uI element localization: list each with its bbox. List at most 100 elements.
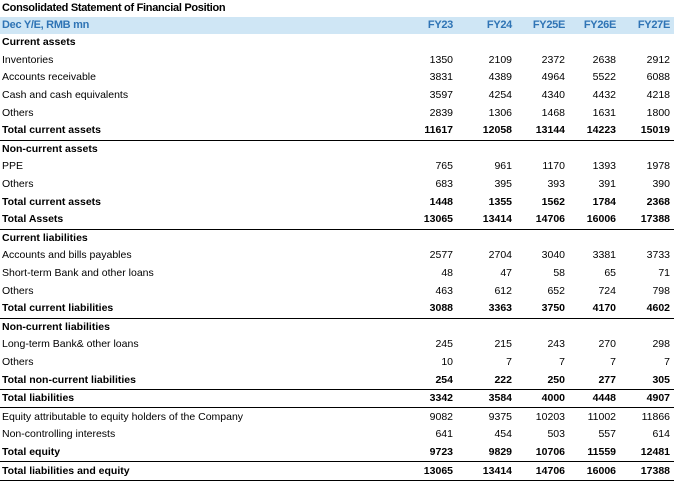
section-header-row: Non-current assets	[0, 140, 674, 158]
cell-fy27e: 4907	[616, 389, 674, 409]
cell-fy23: 13065	[405, 461, 453, 481]
row-label: PPE	[2, 160, 24, 173]
cell-fy26e: 4170	[565, 299, 616, 319]
cell-fy23	[405, 140, 453, 158]
cell-fy26e: 7	[610, 355, 616, 368]
cell-fy23: 245	[435, 338, 453, 351]
cell-fy26e: 270	[598, 338, 616, 351]
cell-fy26e	[565, 229, 616, 247]
cell-fy27e: 4218	[646, 89, 670, 102]
cell-fy24	[453, 34, 512, 52]
cell-fy23	[405, 318, 453, 336]
header-fy26e: FY26E	[565, 17, 616, 34]
cell-fy27e: 6088	[646, 71, 670, 84]
cell-fy24: 13414	[453, 461, 512, 481]
cell-fy23: 641	[435, 428, 453, 441]
total-row: Total liabilities 3342 3584 4000 4448 4907	[0, 389, 674, 409]
header-label: Dec Y/E, RMB mn	[0, 17, 405, 34]
cell-fy25e: 393	[547, 178, 565, 191]
row-label: Accounts and bills payables	[2, 249, 132, 262]
cell-fy26e: 16006	[565, 461, 616, 481]
cell-fy24: 47	[500, 267, 512, 280]
cell-fy24: 9829	[453, 443, 512, 463]
cell-fy24: 2704	[488, 249, 512, 262]
section-header-row: Current assets	[0, 34, 674, 52]
row-label: Total liabilities	[0, 389, 405, 409]
row-label: Equity attributable to equity holders of…	[2, 410, 244, 423]
cell-fy23: 2577	[429, 249, 453, 262]
cell-fy27e: 2368	[646, 195, 670, 208]
cell-fy25e: 7	[559, 355, 565, 368]
cell-fy25e: 1170	[542, 160, 565, 173]
cell-fy24: 215	[494, 338, 512, 351]
row-label: Non-controlling interests	[2, 428, 116, 441]
cell-fy23: 254	[405, 371, 453, 390]
cell-fy24: 2109	[488, 53, 512, 66]
cell-fy27e: 3733	[646, 249, 670, 262]
table-row: Others 463 612 652 724 798	[0, 282, 674, 300]
cell-fy27e: 11866	[641, 410, 670, 423]
cell-fy27e: 305	[616, 371, 674, 390]
row-label: Others	[2, 284, 34, 297]
cell-fy23: 463	[435, 284, 453, 297]
cell-fy26e	[565, 318, 616, 336]
cell-fy25e	[512, 229, 565, 247]
row-label: Total non-current liabilities	[0, 371, 405, 390]
cell-fy24: 222	[453, 371, 512, 390]
cell-fy27e: 4602	[616, 299, 674, 319]
row-label: Accounts receivable	[2, 71, 96, 84]
cell-fy26e: 2638	[592, 53, 616, 66]
cell-fy24: 4389	[488, 71, 512, 84]
cell-fy27e: 71	[658, 267, 670, 280]
table-row: Accounts receivable 3831 4389 4964 5522 6088	[0, 69, 674, 87]
cell-fy24: 7	[506, 355, 512, 368]
cell-fy24: 13414	[453, 210, 512, 230]
cell-fy23: 765	[435, 160, 453, 173]
cell-fy24	[453, 140, 512, 158]
cell-fy25e: 4340	[541, 89, 565, 102]
cell-fy25e: 652	[547, 284, 565, 297]
cell-fy24: 1306	[488, 106, 512, 119]
cell-fy26e: 5522	[592, 71, 616, 84]
cell-fy23: 3831	[429, 71, 453, 84]
cell-fy25e	[512, 140, 565, 158]
section-header-row: Non-current liabilities	[0, 318, 674, 336]
table-row: Cash and cash equivalents 3597 4254 4340 443…	[0, 87, 674, 105]
cell-fy25e: 3750	[512, 299, 565, 319]
cell-fy25e: 10203	[535, 410, 565, 423]
cell-fy27e: 17388	[616, 461, 674, 481]
cell-fy25e: 4000	[512, 389, 565, 409]
cell-fy26e: 11559	[565, 443, 616, 463]
table-row: Others 10 7 7 7 7	[0, 354, 674, 372]
cell-fy27e: 15019	[616, 121, 674, 141]
cell-fy27e: 614	[652, 428, 670, 441]
cell-fy26e: 557	[598, 428, 616, 441]
cell-fy26e: 724	[598, 284, 616, 297]
cell-fy26e: 1631	[592, 106, 616, 119]
cell-fy25e	[512, 318, 565, 336]
cell-fy23: 3088	[405, 299, 453, 319]
row-label: Total current assets	[0, 121, 405, 141]
cell-fy27e: 390	[652, 178, 670, 191]
cell-fy27e	[616, 229, 674, 247]
cell-fy27e	[616, 318, 674, 336]
table-row: Others 2839 1306 1468 1631 1800	[0, 104, 674, 122]
cell-fy23: 2839	[429, 106, 453, 119]
cell-fy25e: 58	[553, 267, 565, 280]
cell-fy25e: 1562	[541, 195, 565, 208]
cell-fy26e: 1393	[592, 160, 616, 173]
cell-fy26e: 277	[565, 371, 616, 390]
cell-fy24: 1355	[488, 195, 512, 208]
header-fy25e: FY25E	[512, 17, 565, 34]
cell-fy23	[405, 34, 453, 52]
row-label: Current liabilities	[2, 231, 88, 244]
table-row: Equity attributable to equity holders of…	[0, 408, 674, 426]
total-row: Total non-current liabilities 254 222 250 27…	[0, 371, 674, 390]
table-title: Consolidated Statement of Financial Posi…	[2, 2, 226, 14]
cell-fy25e: 1468	[541, 106, 565, 119]
cell-fy25e: 243	[547, 338, 565, 351]
cell-fy23: 48	[441, 267, 453, 280]
cell-fy25e: 2372	[541, 53, 565, 66]
cell-fy25e	[512, 34, 565, 52]
row-label: Long-term Bank& other loans	[2, 338, 139, 351]
